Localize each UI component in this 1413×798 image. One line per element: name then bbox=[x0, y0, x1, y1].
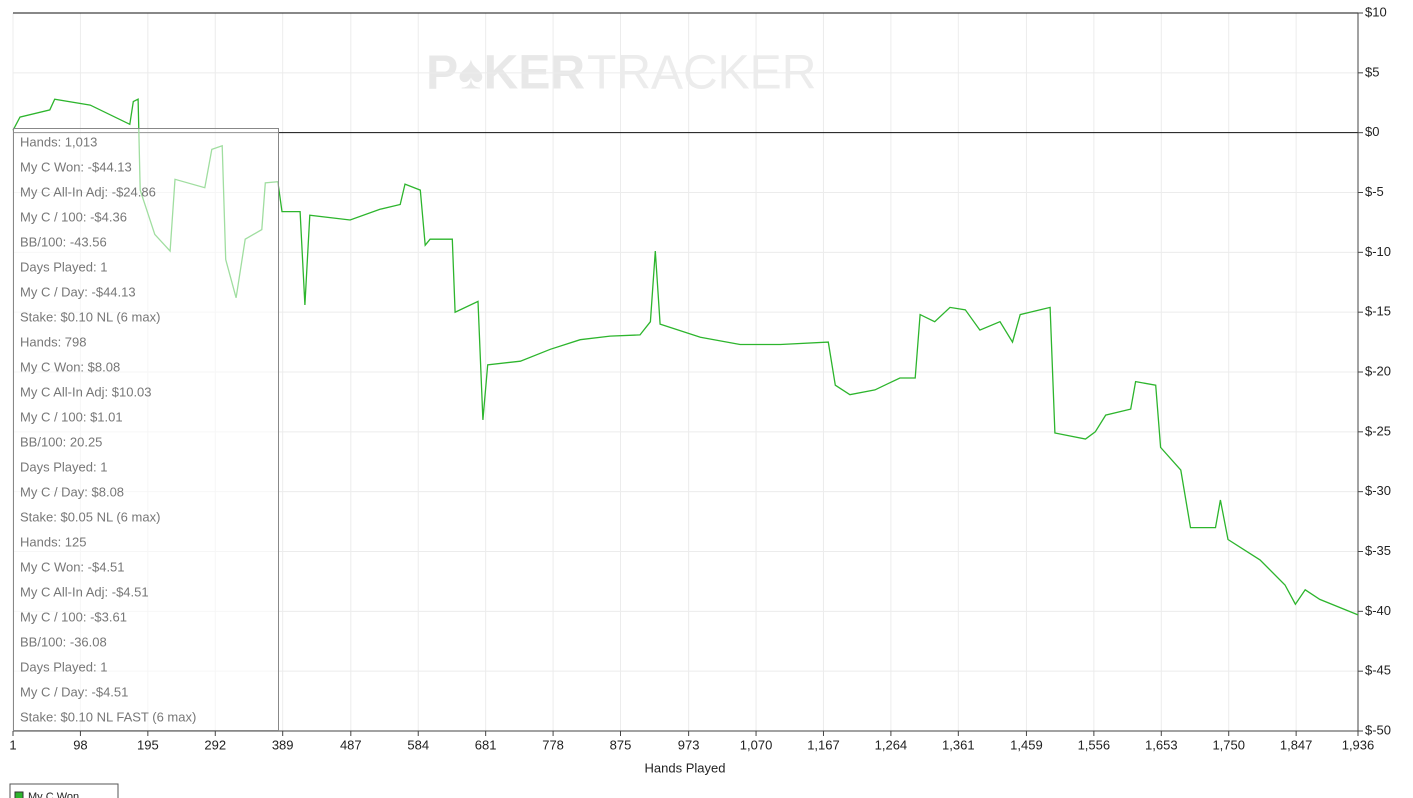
x-tick-label: 292 bbox=[204, 737, 226, 752]
tooltip-line: Stake: $0.10 NL FAST (6 max) bbox=[20, 709, 196, 724]
tooltip-line: Days Played: 1 bbox=[20, 459, 107, 474]
tooltip-line: Hands: 125 bbox=[20, 534, 87, 549]
tooltip-line: My C All-In Adj: -$4.51 bbox=[20, 584, 149, 599]
x-tick-label: 1,167 bbox=[807, 737, 840, 752]
x-tick-label: 778 bbox=[542, 737, 564, 752]
tooltip-line: BB/100: 20.25 bbox=[20, 434, 102, 449]
tooltip-line: Days Played: 1 bbox=[20, 259, 107, 274]
x-tick-label: 1,653 bbox=[1145, 737, 1178, 752]
tooltip-line: BB/100: -43.56 bbox=[20, 234, 107, 249]
x-tick-label: 973 bbox=[678, 737, 700, 752]
legend: My C Won bbox=[9, 783, 119, 798]
tooltip-line: My C / 100: -$3.61 bbox=[20, 609, 127, 624]
x-tick-label: 487 bbox=[340, 737, 362, 752]
tooltip-line: Days Played: 1 bbox=[20, 659, 107, 674]
x-tick-label: 389 bbox=[272, 737, 294, 752]
y-tick-label: $-45 bbox=[1365, 663, 1391, 678]
y-tick-label: $-40 bbox=[1365, 603, 1391, 618]
tooltip-line: My C All-In Adj: -$24.86 bbox=[20, 184, 156, 199]
x-tick-label: 681 bbox=[475, 737, 497, 752]
x-tick-label: 1,750 bbox=[1212, 737, 1245, 752]
tooltip-line: My C / Day: -$4.51 bbox=[20, 684, 128, 699]
y-tick-label: $-50 bbox=[1365, 722, 1391, 737]
legend-box bbox=[9, 783, 119, 798]
x-axis-label: Hands Played bbox=[645, 760, 726, 775]
tooltip-line: My C / Day: $8.08 bbox=[20, 484, 124, 499]
legend-swatch bbox=[14, 791, 24, 798]
legend-label: My C Won bbox=[28, 791, 79, 798]
tooltip-line: BB/100: -36.08 bbox=[20, 634, 107, 649]
tooltip-line: Stake: $0.05 NL (6 max) bbox=[20, 509, 160, 524]
tooltip-line: My C / 100: $1.01 bbox=[20, 409, 123, 424]
tooltip-line: My C Won: $8.08 bbox=[20, 359, 120, 374]
y-tick-label: $-25 bbox=[1365, 423, 1391, 438]
x-tick-label: 584 bbox=[407, 737, 429, 752]
grid bbox=[12, 12, 1359, 732]
x-tick-label: 1,459 bbox=[1010, 737, 1043, 752]
y-tick-label: $-30 bbox=[1365, 483, 1391, 498]
x-tick-label: 1,264 bbox=[875, 737, 908, 752]
x-tick-label: 1,556 bbox=[1078, 737, 1111, 752]
tooltip-line: Stake: $0.10 NL (6 max) bbox=[20, 309, 160, 324]
tooltip-box bbox=[13, 128, 279, 731]
tooltip-line: My C All-In Adj: $10.03 bbox=[20, 384, 152, 399]
x-tick-label: 195 bbox=[137, 737, 159, 752]
y-tick-label: $10 bbox=[1365, 4, 1387, 19]
x-tick-label: 1,936 bbox=[1342, 737, 1375, 752]
tooltip-line: Hands: 798 bbox=[20, 334, 87, 349]
y-tick-label: $-20 bbox=[1365, 363, 1391, 378]
y-tick-label: $-10 bbox=[1365, 244, 1391, 259]
tooltip-line: Hands: 1,013 bbox=[20, 134, 97, 149]
tooltip-line: My C / 100: -$4.36 bbox=[20, 209, 127, 224]
tooltip-line: My C Won: -$4.51 bbox=[20, 559, 125, 574]
tooltip-line: My C Won: -$44.13 bbox=[20, 159, 132, 174]
tooltip-line: My C / Day: -$44.13 bbox=[20, 284, 136, 299]
tooltip: Hands: 1,013 My C Won: -$44.13 My C All-In… bbox=[13, 128, 279, 731]
x-tick-label: 1,070 bbox=[740, 737, 773, 752]
x-tick-label: 98 bbox=[73, 737, 87, 752]
y-tick-label: $0 bbox=[1365, 124, 1379, 139]
y-tick-label: $-15 bbox=[1365, 304, 1391, 319]
x-tick-label: 1,361 bbox=[942, 737, 975, 752]
y-tick-label: $-5 bbox=[1365, 184, 1384, 199]
y-tick-label: $-35 bbox=[1365, 543, 1391, 558]
x-tick-label: 875 bbox=[610, 737, 632, 752]
y-tick-label: $5 bbox=[1365, 64, 1379, 79]
x-tick-label: 1,847 bbox=[1280, 737, 1313, 752]
x-tick-label: 1 bbox=[9, 737, 16, 752]
